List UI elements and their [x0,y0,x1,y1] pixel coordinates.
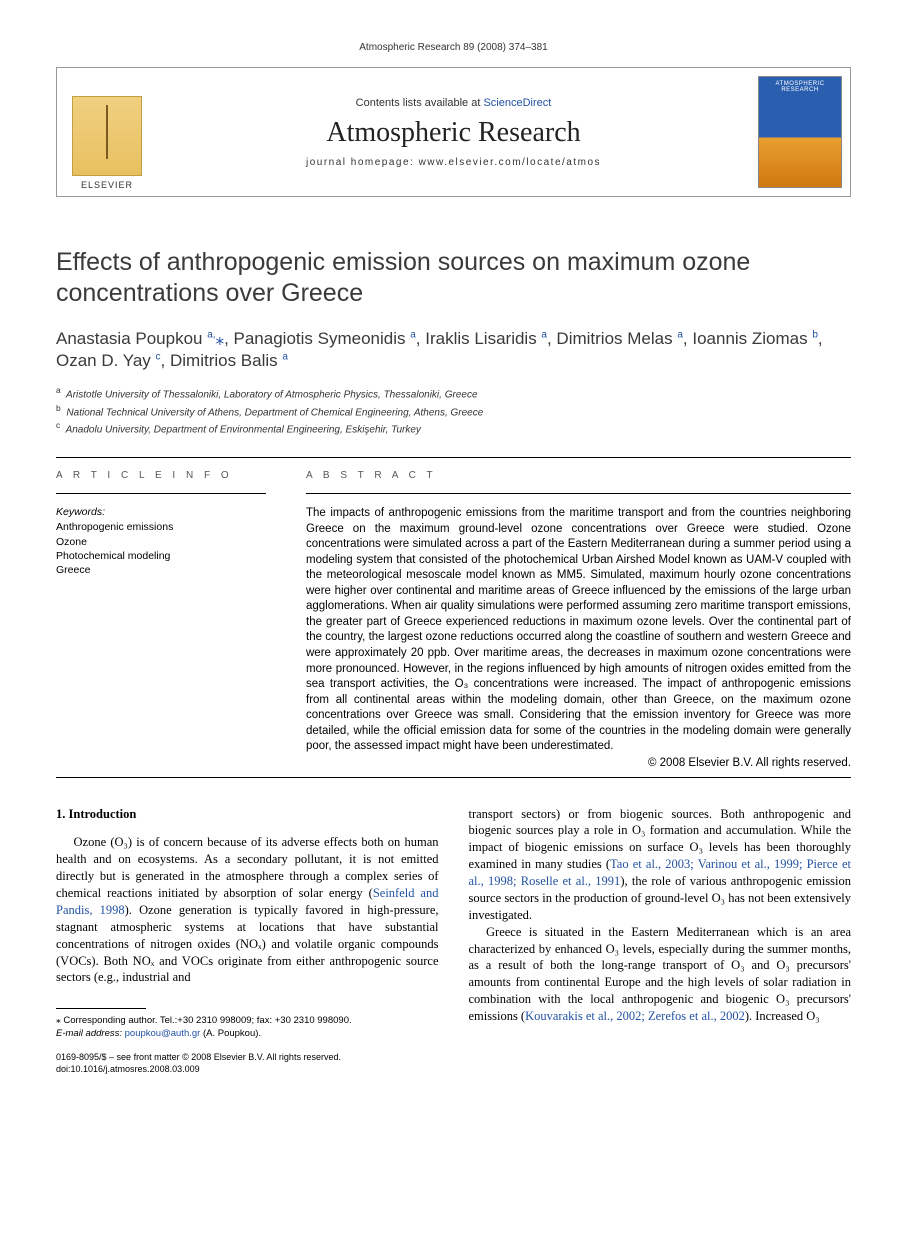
article-title: Effects of anthropogenic emission source… [56,247,851,310]
intro-para-1-cont: transport sectors) or from biogenic sour… [469,806,852,924]
publisher-label: ELSEVIER [81,180,133,190]
affiliations: a Aristotle University of Thessaloniki, … [56,385,851,437]
masthead-center: Contents lists available at ScienceDirec… [157,68,750,196]
keywords-list: Anthropogenic emissionsOzonePhotochemica… [56,520,266,577]
intro-para-2: Greece is situated in the Eastern Medite… [469,924,852,1025]
elsevier-tree-icon [72,96,142,176]
abstract-text: The impacts of anthropogenic emissions f… [306,506,851,754]
article-info-column: A R T I C L E I N F O Keywords: Anthropo… [56,470,266,768]
article-info-heading: A R T I C L E I N F O [56,470,266,481]
footnote-email-line: E-mail address: poupkou@auth.gr (A. Poup… [56,1028,439,1040]
affiliation-line: b National Technical University of Athen… [56,403,851,420]
divider-abstract [306,493,851,494]
journal-name: Atmospheric Research [326,117,580,149]
keyword-item: Photochemical modeling [56,549,266,563]
intro-text-r2b: ). Increased O₃ [745,1009,820,1023]
affiliation-line: c Anadolu University, Department of Envi… [56,420,851,437]
footnote-email-tail: (A. Poupkou). [203,1028,261,1039]
abstract-column: A B S T R A C T The impacts of anthropog… [306,470,851,768]
footnote-rule [56,1008,146,1009]
keyword-item: Ozone [56,535,266,549]
ref-kouvarakis[interactable]: Kouvarakis et al., 2002; Zerefos et al.,… [525,1009,745,1023]
contents-line: Contents lists available at ScienceDirec… [356,97,552,109]
divider-top [56,457,851,458]
corresponding-author-footnote: ⁎ Corresponding author. Tel.:+30 2310 99… [56,1015,439,1040]
section-1-heading: 1. Introduction [56,806,439,823]
journal-homepage: journal homepage: www.elsevier.com/locat… [306,157,601,168]
divider-info [56,493,266,494]
footnote-email-link[interactable]: poupkou@auth.gr [125,1028,201,1039]
body-col-left: 1. Introduction Ozone (O₃) is of concern… [56,806,439,1076]
affiliation-line: a Aristotle University of Thessaloniki, … [56,385,851,402]
abstract-heading: A B S T R A C T [306,470,851,481]
author-list: Anastasia Poupkou a,⁎, Panagiotis Symeon… [56,328,851,374]
body-col-right: transport sectors) or from biogenic sour… [469,806,852,1076]
doi-line: doi:10.1016/j.atmosres.2008.03.009 [56,1064,439,1076]
front-matter-meta: 0169-8095/$ – see front matter © 2008 El… [56,1052,439,1075]
front-matter-line: 0169-8095/$ – see front matter © 2008 El… [56,1052,439,1064]
journal-masthead: ELSEVIER Contents lists available at Sci… [56,67,851,197]
divider-bottom [56,777,851,778]
publisher-logo-block: ELSEVIER [57,68,157,196]
intro-para-1: Ozone (O₃) is of concern because of its … [56,834,439,986]
contents-prefix: Contents lists available at [356,97,484,109]
journal-cover-thumb: ATMOSPHERIC RESEARCH [758,76,842,188]
keyword-item: Anthropogenic emissions [56,520,266,534]
cover-thumb-title: ATMOSPHERIC RESEARCH [759,81,841,93]
copyright-line: © 2008 Elsevier B.V. All rights reserved… [306,757,851,769]
body-two-column: 1. Introduction Ozone (O₃) is of concern… [56,806,851,1076]
keywords-label: Keywords: [56,506,266,518]
running-head: Atmospheric Research 89 (2008) 374–381 [56,42,851,53]
sciencedirect-link[interactable]: ScienceDirect [483,97,551,109]
footnote-corr-line: ⁎ Corresponding author. Tel.:+30 2310 99… [56,1015,439,1027]
cover-thumb-block: ATMOSPHERIC RESEARCH [750,68,850,196]
keyword-item: Greece [56,563,266,577]
footnote-email-label: E-mail address: [56,1028,122,1039]
